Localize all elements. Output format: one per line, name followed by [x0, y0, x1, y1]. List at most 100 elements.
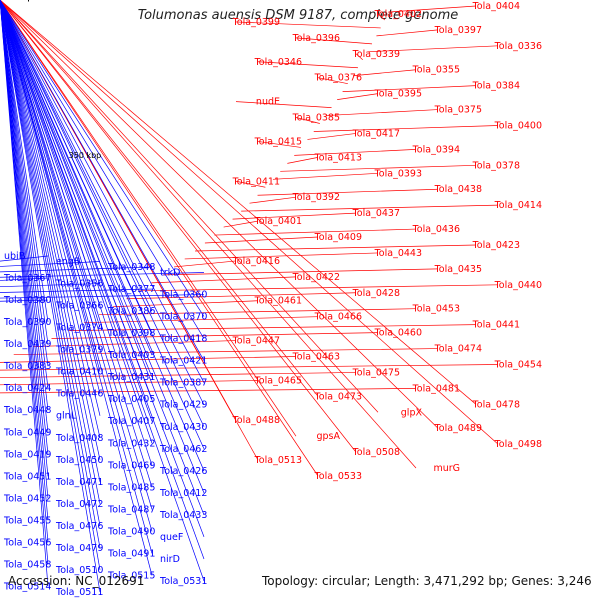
- leader-line: [99, 308, 417, 316]
- leader-line: [355, 53, 364, 61]
- gene-label: Tola_0438: [434, 184, 482, 195]
- gene-label: Tola_0366: [55, 301, 103, 312]
- leader-line: [232, 212, 357, 220]
- gene-label: Tola_0433: [159, 510, 207, 521]
- gene-label: Tola_0405: [107, 394, 155, 405]
- gene-label: Tola_0356: [55, 279, 103, 290]
- gene-label: Tola_0426: [159, 466, 207, 477]
- gene-label: Tola_0370: [159, 312, 207, 323]
- leader-line: [241, 204, 499, 212]
- gene-label: Tola_0475: [352, 367, 400, 378]
- gene-label: Tola_0399: [232, 17, 280, 28]
- leader-line: [337, 93, 379, 100]
- gene-label: Tola_0387: [159, 378, 207, 389]
- leader-line: [51, 332, 379, 339]
- gene-label: Tola_0422: [292, 272, 340, 283]
- gene-label: Tola_0367: [3, 273, 51, 284]
- leader-line: [0, 0, 153, 488]
- gene-labels: Tola_0404 Tola_0402 Tola_0399 Tola_0397 Tola…: [3, 1, 542, 598]
- leader-line: [367, 45, 499, 53]
- leader-line: [139, 284, 499, 292]
- leader-line: [307, 133, 357, 140]
- gene-label: Tola_0407: [107, 416, 155, 427]
- gene-label: Tola_0458: [3, 559, 51, 570]
- gene-label: Tola_0395: [374, 89, 422, 100]
- gene-label: Tola_0417: [352, 128, 400, 139]
- gene-label: Tola_0460: [374, 328, 422, 339]
- leader-line: [352, 69, 417, 77]
- leader-line: [0, 0, 101, 460]
- gene-label: Tola_0376: [314, 73, 362, 84]
- gene-label: nirD: [160, 554, 180, 565]
- gene-label: ubiB: [4, 251, 25, 262]
- leader-line: [0, 0, 49, 433]
- genome-summary-label: Topology: circular; Length: 3,471,292 bp…: [262, 574, 592, 588]
- leader-line: [0, 0, 153, 444]
- gene-label: Tola_0471: [55, 477, 103, 488]
- gene-label: Tola_0451: [3, 471, 51, 482]
- gene-label: Tola_0510: [55, 565, 103, 576]
- gene-label: Tola_0355: [412, 65, 460, 76]
- leader-line: [0, 299, 49, 302]
- leader-line: [0, 0, 101, 438]
- leader-line: [0, 0, 49, 455]
- leader-line: [235, 180, 266, 188]
- gene-label: Tola_0481: [412, 383, 460, 394]
- leader-line: [0, 0, 205, 560]
- leader-line: [317, 77, 348, 85]
- leader-line: [0, 0, 49, 389]
- gene-label: Tola_0348: [107, 262, 155, 273]
- gene-label: engB: [56, 257, 80, 268]
- leader-line: [0, 0, 319, 477]
- gene-label: Tola_0488: [232, 415, 280, 426]
- leader-line: [223, 220, 259, 228]
- leader-line: [0, 0, 101, 526]
- gene-label: Tola_0383: [3, 361, 51, 372]
- gene-label: Tola_0508: [352, 447, 400, 458]
- gene-label: queF: [160, 532, 183, 543]
- gene-label: Tola_0465: [254, 375, 302, 386]
- gene-label: Tola_0346: [254, 57, 302, 68]
- gene-label: Tola_0392: [292, 192, 340, 203]
- gene-label: Tola_0432: [107, 438, 155, 449]
- gene-label: Tola_0421: [159, 356, 207, 367]
- gene-label: Tola_0446: [55, 389, 103, 400]
- leader-line: [313, 125, 499, 132]
- gene-label: Tola_0415: [254, 136, 302, 147]
- leader-line: [0, 0, 101, 548]
- gene-label: Tola_0397: [434, 25, 482, 36]
- leader-line: [0, 0, 101, 504]
- leader-line: [0, 0, 101, 571]
- leader-line: [257, 141, 301, 148]
- gene-label: Tola_0377: [107, 284, 155, 295]
- gene-label: Tola_0409: [314, 232, 362, 243]
- gene-label: Tola_0418: [159, 334, 207, 345]
- gene-label: Tola_0440: [494, 280, 542, 291]
- leader-line: [0, 380, 259, 386]
- leader-line: [0, 0, 101, 394]
- leader-line: [0, 0, 49, 345]
- leader-line: [13, 348, 439, 355]
- kbp-label: 550 kbp: [0, 0, 33, 2]
- leader-line: [325, 109, 439, 116]
- leader-line: [0, 0, 205, 493]
- gene-label: Tola_0404: [472, 1, 520, 12]
- gene-label: Tola_0439: [3, 339, 51, 350]
- leader-line: [0, 0, 153, 466]
- leader-line: [0, 356, 297, 363]
- leader-line: [249, 196, 297, 204]
- gene-label: Tola_0454: [494, 359, 542, 370]
- gene-label: Tola_0491: [107, 548, 155, 559]
- gene-label: Tola_0498: [494, 439, 542, 450]
- gene-label: trkD: [160, 268, 180, 279]
- leader-line: [0, 0, 49, 411]
- leader-line: [173, 260, 237, 268]
- leader-line: [0, 0, 153, 312]
- gene-label: Tola_0428: [352, 288, 400, 299]
- leader-line: [84, 316, 319, 324]
- gene-label: Tola_0479: [55, 543, 103, 554]
- leader-line: [0, 0, 205, 516]
- gene-label: Tola_0386: [107, 306, 155, 317]
- gene-label: Tola_0423: [472, 240, 520, 251]
